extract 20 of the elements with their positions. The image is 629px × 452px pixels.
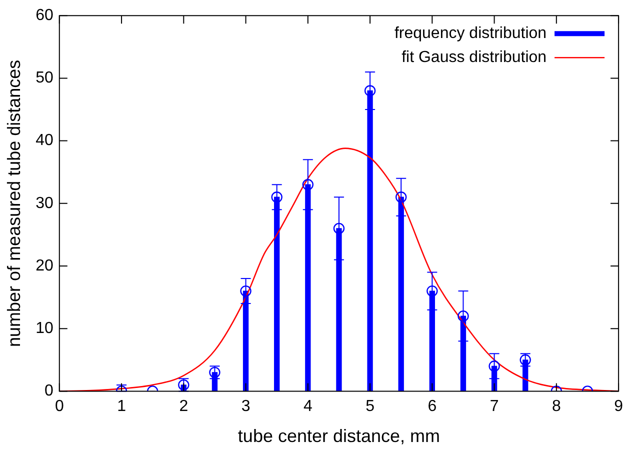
y-tick-label: 30 (36, 194, 54, 212)
x-tick-label: 5 (366, 398, 375, 416)
x-tick-label: 8 (552, 398, 561, 416)
x-tick-label: 4 (303, 398, 312, 416)
y-tick-label: 0 (44, 382, 54, 400)
x-axis-title: tube center distance, mm (238, 426, 440, 446)
x-tick-label: 9 (614, 398, 624, 416)
legend-label: fit Gauss distribution (402, 49, 547, 66)
y-tick-label: 20 (36, 257, 54, 274)
y-tick-label: 50 (36, 70, 54, 87)
y-tick-label: 60 (36, 7, 54, 24)
x-tick-label: 6 (428, 398, 437, 416)
y-tick-label: 10 (36, 320, 54, 338)
x-tick-label: 2 (179, 398, 188, 416)
y-tick-label: 40 (36, 132, 54, 150)
x-tick-label: 7 (490, 398, 499, 416)
y-axis-title: number of measured tube distances (4, 60, 24, 347)
legend-label: frequency distribution (394, 25, 547, 42)
x-tick-label: 3 (241, 398, 250, 416)
x-tick-label: 1 (117, 398, 126, 416)
